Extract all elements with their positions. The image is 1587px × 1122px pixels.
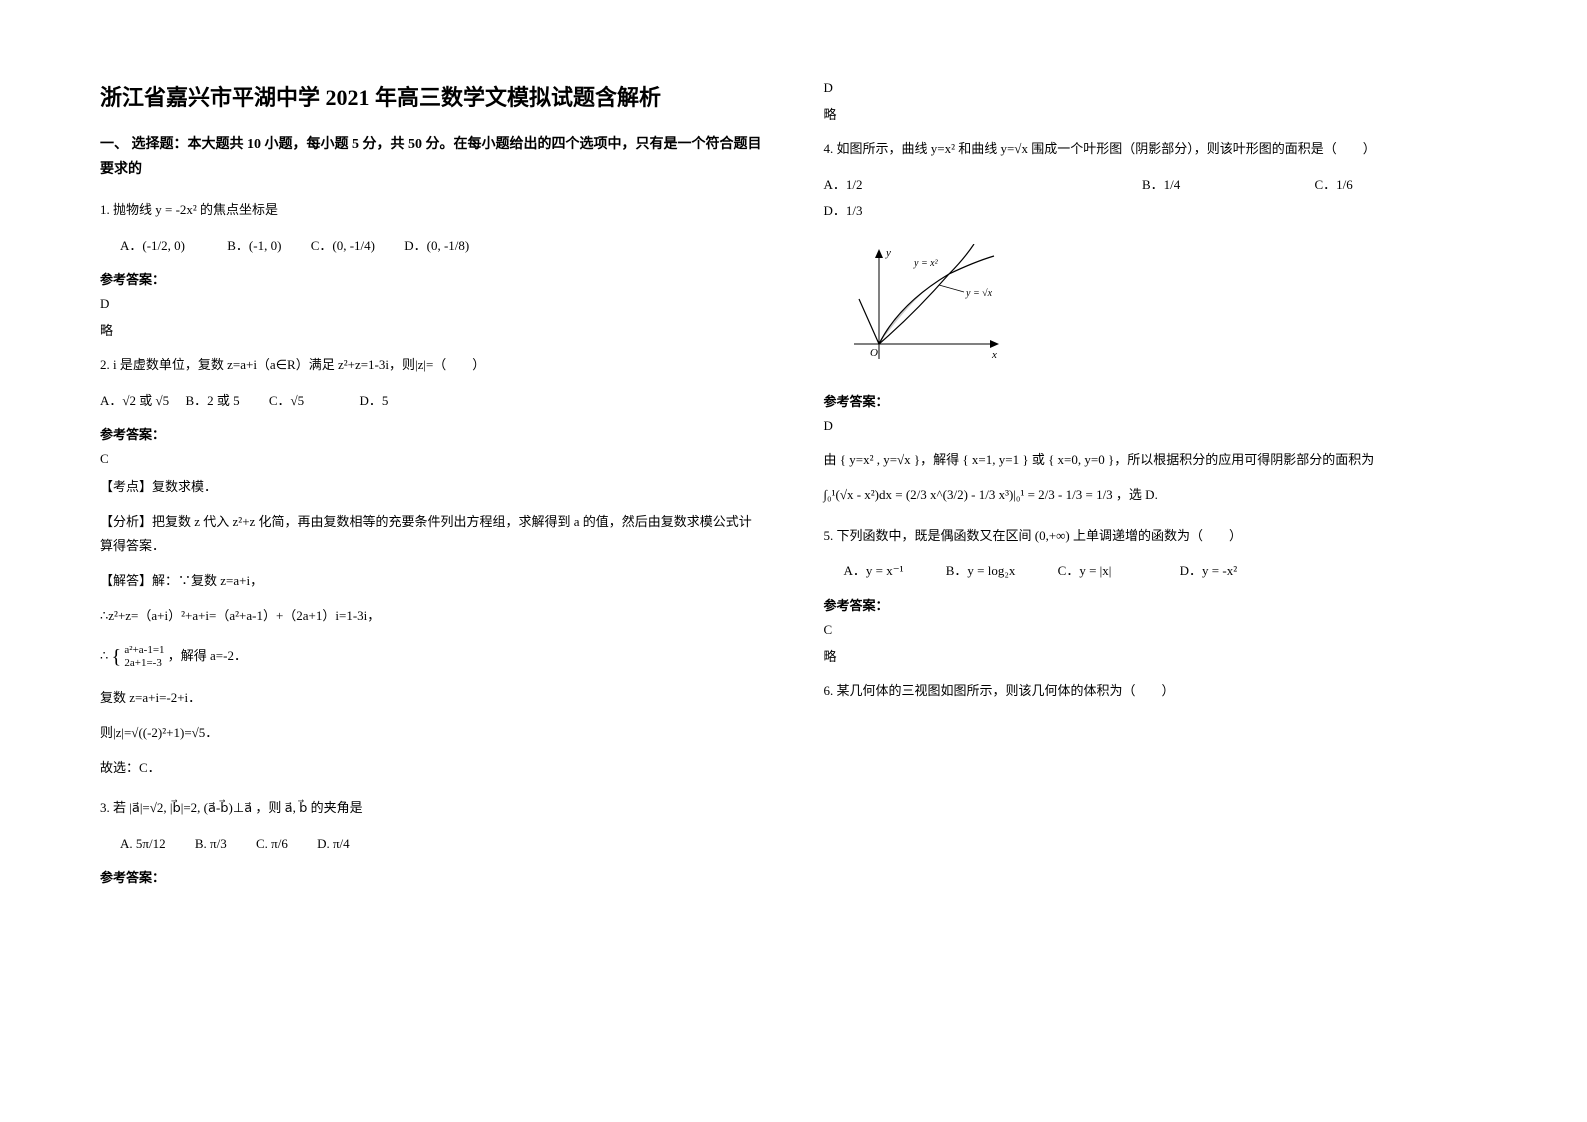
q1-answer: D: [100, 296, 764, 312]
q2-optC: C．√5: [269, 393, 304, 408]
q4-optA: A．1/2: [824, 172, 1142, 198]
leaf-svg: y x O y = x² y = √x: [844, 244, 1004, 374]
q4-optD: D．1/3: [824, 198, 1488, 224]
q2-point: 【考点】复数求模．: [100, 475, 764, 500]
q2-options: A．√2 或 √5 B．2 或 5 C．√5 D．5: [100, 389, 764, 412]
q2-sol3: ∴ { a²+a-1=1 2a+1=-3 ，解得 a=-2．: [100, 638, 764, 676]
origin-label: O: [870, 347, 878, 359]
q3-stem: 3. 若 |a⃗|=√2, |b⃗|=2, (a⃗-b⃗)⊥a⃗ ，则 a⃗, …: [100, 796, 764, 819]
q5-optB: B．y = log₂x: [946, 563, 1016, 578]
q3-answer: D: [824, 80, 1488, 96]
leaf-graph: y x O y = x² y = √x: [844, 244, 1488, 379]
q3-optD: D. π/4: [317, 836, 350, 851]
q1-optA: A．(-1/2, 0): [120, 238, 185, 253]
q4-answer: D: [824, 418, 1488, 434]
q5-answer: C: [824, 622, 1488, 638]
q4-answer-label: 参考答案：: [824, 391, 1488, 410]
q4-sol2: ∫₀¹(√x - x²)dx = (2/3 x^(3/2) - 1/3 x³)|…: [824, 483, 1488, 508]
q3-optC: C. π/6: [256, 836, 288, 851]
q2-optA: A．√2 或 √5: [100, 393, 169, 408]
q2-sol6: 故选：C．: [100, 756, 764, 781]
q1-options: A．(-1/2, 0) B．(-1, 0) C．(0, -1/4) D．(0, …: [100, 234, 764, 257]
right-column: D 略 4. 如图所示，曲线 y=x² 和曲线 y=√x 围成一个叶形图（阴影部…: [824, 80, 1488, 1042]
q5-omit: 略: [824, 646, 1488, 665]
q4-options: A．1/2 B．1/4 C．1/6 D．1/3: [824, 172, 1488, 224]
q3-optA: A. 5π/12: [120, 836, 166, 851]
q4-stem: 4. 如图所示，曲线 y=x² 和曲线 y=√x 围成一个叶形图（阴影部分），则…: [824, 137, 1488, 160]
q2-sys1: a²+a-1=1: [124, 644, 164, 656]
q1-omit: 略: [100, 320, 764, 339]
q5-optC: C．y = |x|: [1058, 563, 1112, 578]
q2-sol4: 复数 z=a+i=-2+i．: [100, 686, 764, 711]
q5-stem: 5. 下列函数中，既是偶函数又在区间 (0,+∞) 上单调递增的函数为（ ）: [824, 524, 1488, 547]
left-column: 浙江省嘉兴市平湖中学 2021 年高三数学文模拟试题含解析 一、 选择题：本大题…: [100, 80, 764, 1042]
q1-stem: 1. 抛物线 y = -2x² 的焦点坐标是: [100, 198, 764, 221]
q2-sol2: ∴z²+z=（a+i）²+a+i=（a²+a-1）+（2a+1）i=1-3i，: [100, 604, 764, 629]
q2-answer-label: 参考答案：: [100, 424, 764, 443]
q1-optD: D．(0, -1/8): [404, 238, 469, 253]
q5-answer-label: 参考答案：: [824, 595, 1488, 614]
q6-stem: 6. 某几何体的三视图如图所示，则该几何体的体积为（ ）: [824, 679, 1488, 702]
y-axis-label: y: [885, 247, 891, 259]
q5-options: A．y = x⁻¹ B．y = log₂x C．y = |x| D．y = -x…: [824, 559, 1488, 582]
section-heading: 一、 选择题：本大题共 10 小题，每小题 5 分，共 50 分。在每小题给出的…: [100, 132, 764, 182]
q2-optB: B．2 或 5: [185, 393, 239, 408]
q3-options: A. 5π/12 B. π/3 C. π/6 D. π/4: [100, 832, 764, 855]
q3-omit: 略: [824, 104, 1488, 123]
curve1-label: y = x²: [913, 258, 939, 269]
curve2-label: y = √x: [965, 288, 993, 299]
q4-optC: C．1/6: [1314, 172, 1487, 198]
q2-stem: 2. i 是虚数单位，复数 z=a+i（a∈R）满足 z²+z=1-3i，则|z…: [100, 353, 764, 376]
q1-answer-label: 参考答案：: [100, 269, 764, 288]
q5-optA: A．y = x⁻¹: [844, 563, 904, 578]
q3-answer-label: 参考答案：: [100, 867, 764, 886]
q2-sol5: 则|z|=√((-2)²+1)=√5．: [100, 721, 764, 746]
q2-analysis: 【分析】把复数 z 代入 z²+z 化简，再由复数相等的充要条件列出方程组，求解…: [100, 510, 764, 559]
doc-title: 浙江省嘉兴市平湖中学 2021 年高三数学文模拟试题含解析: [100, 80, 764, 112]
q2-answer: C: [100, 451, 764, 467]
q2-sol1: 【解答】解：∵复数 z=a+i，: [100, 569, 764, 594]
q5-optD: D．y = -x²: [1180, 563, 1237, 578]
q2-sys2: 2a+1=-3: [124, 657, 161, 669]
q1-optC: C．(0, -1/4): [311, 238, 375, 253]
q3-optB: B. π/3: [195, 836, 227, 851]
q4-optB: B．1/4: [1142, 172, 1315, 198]
x-axis-label: x: [991, 349, 997, 361]
q2-optD: D．5: [359, 393, 388, 408]
q2-sol3-tail: ，解得 a=-2．: [168, 648, 247, 663]
q1-optB: B．(-1, 0): [227, 238, 281, 253]
q4-sol1: 由 { y=x² , y=√x }，解得 { x=1, y=1 } 或 { x=…: [824, 448, 1488, 473]
